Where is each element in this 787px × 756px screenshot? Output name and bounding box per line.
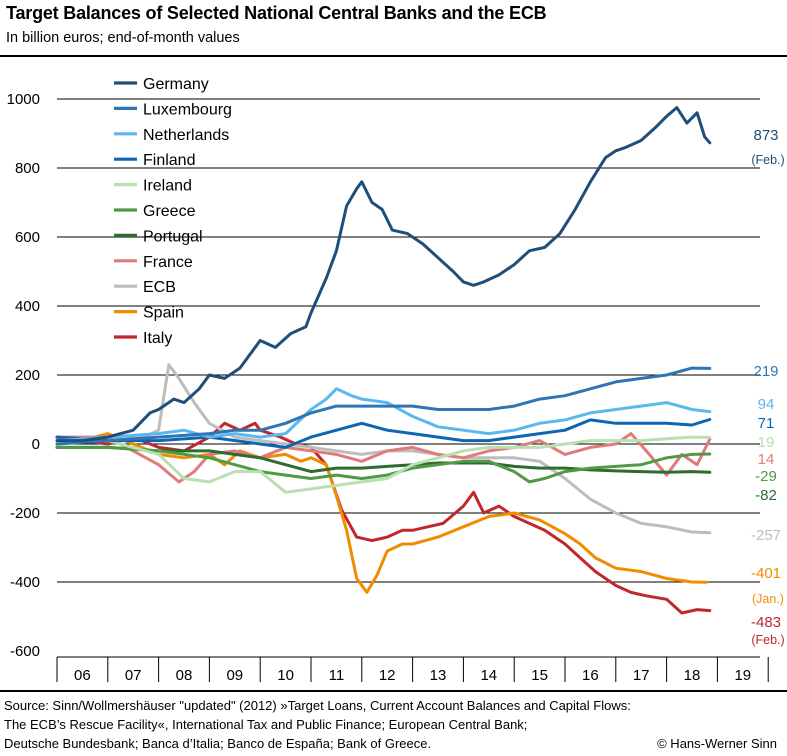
series-line-ireland [55,435,712,494]
x-tick-label: 17 [633,667,650,684]
x-tick-label: 11 [329,667,345,684]
end-label-greece: -29 [755,468,777,485]
series-line-germany [55,106,712,443]
legend-label: Germany [143,76,209,93]
x-tick-label: 19 [734,667,751,684]
legend-label: ECB [143,279,176,296]
end-note-germany: (Feb.) [751,153,784,167]
bottom-rule [0,690,787,692]
source-note: Source: Sinn/Wollmershäuser "updated" (2… [4,696,744,753]
series-line-luxembourg [55,366,712,446]
x-tick-label: 18 [684,667,701,684]
x-tick-label: 16 [582,667,599,684]
end-label-ireland: 19 [758,434,775,451]
legend-label: Finland [143,152,195,169]
series-line-netherlands [55,387,712,443]
chart-title: Target Balances of Selected National Cen… [6,3,547,23]
legend-label: Greece [143,203,196,220]
y-tick-label: 800 [15,160,40,177]
series-line-portugal [55,445,712,474]
legend-label: France [143,254,193,271]
x-tick-label: 06 [74,667,91,684]
end-label-france: 14 [758,451,775,468]
end-label-spain: -401 [751,565,781,582]
y-tick-label: -400 [10,574,40,591]
series-line-greece [55,445,712,484]
end-label-portugal: -82 [755,487,777,504]
end-label-italy: -483 [751,614,781,631]
legend-label: Portugal [143,228,203,245]
x-tick-label: 15 [531,667,548,684]
x-axis: 06 07 08 09 10 11 12 13 14 15 16 17 18 19 [56,656,769,684]
source-line-2: The ECB’s Rescue Facility«, Internationa… [4,717,528,732]
series-lines [55,106,712,615]
x-tick-label: 14 [480,667,497,684]
x-tick-label: 10 [277,667,294,684]
x-tick-label: 12 [379,667,396,684]
end-label-germany: 873 [753,127,778,144]
x-tick-label: 09 [226,667,243,684]
y-tick-label: 0 [32,436,40,453]
y-tick-label: 400 [15,298,40,315]
y-tick-label: 200 [15,367,40,384]
legend-label: Netherlands [143,127,229,144]
end-note-spain: (Jan.) [752,592,784,606]
series-line-italy [55,421,712,615]
y-tick-labels: 1000 800 600 400 200 0 -200 -400 -600 [7,91,40,660]
copyright-notice: © Hans-Werner Sinn [657,736,777,751]
y-tick-label: 600 [15,229,40,246]
legend-label: Spain [143,305,184,322]
end-value-labels: 873 (Feb.) 219 94 71 19 -29 -82 14 -257 -401 (Jan.)… [751,127,785,647]
source-line-3: Deutsche Bundesbank; Banca d’Italia; Ban… [4,736,432,751]
x-tick-label: 13 [430,667,447,684]
series-line-ecb [55,363,712,535]
end-label-finland: 71 [758,415,775,432]
y-tick-label: -600 [10,643,40,660]
legend-label: Italy [143,330,172,347]
y-tick-label: -200 [10,505,40,522]
top-rule [0,55,787,57]
line-chart: 1000 800 600 400 200 0 -200 -400 -600 06 07 08 09 10… [7,76,785,684]
x-tick-label: 07 [125,667,142,684]
x-tick-label: 08 [176,667,193,684]
end-label-ecb: -257 [751,527,781,544]
legend-label: Luxembourg [143,101,232,118]
series-line-finland [55,418,712,449]
legend: Germany Luxembourg Netherlands Finland Irela… [114,76,232,347]
end-label-netherlands: 94 [758,396,775,413]
end-label-luxembourg: 219 [753,363,778,380]
y-tick-label: 1000 [7,91,40,108]
source-line-1: Source: Sinn/Wollmershäuser "updated" (2… [4,698,631,713]
end-note-italy: (Feb.) [751,633,784,647]
chart-subtitle: In billion euros; end-of-month values [6,30,240,46]
legend-label: Ireland [143,178,192,195]
gridlines [57,98,760,583]
